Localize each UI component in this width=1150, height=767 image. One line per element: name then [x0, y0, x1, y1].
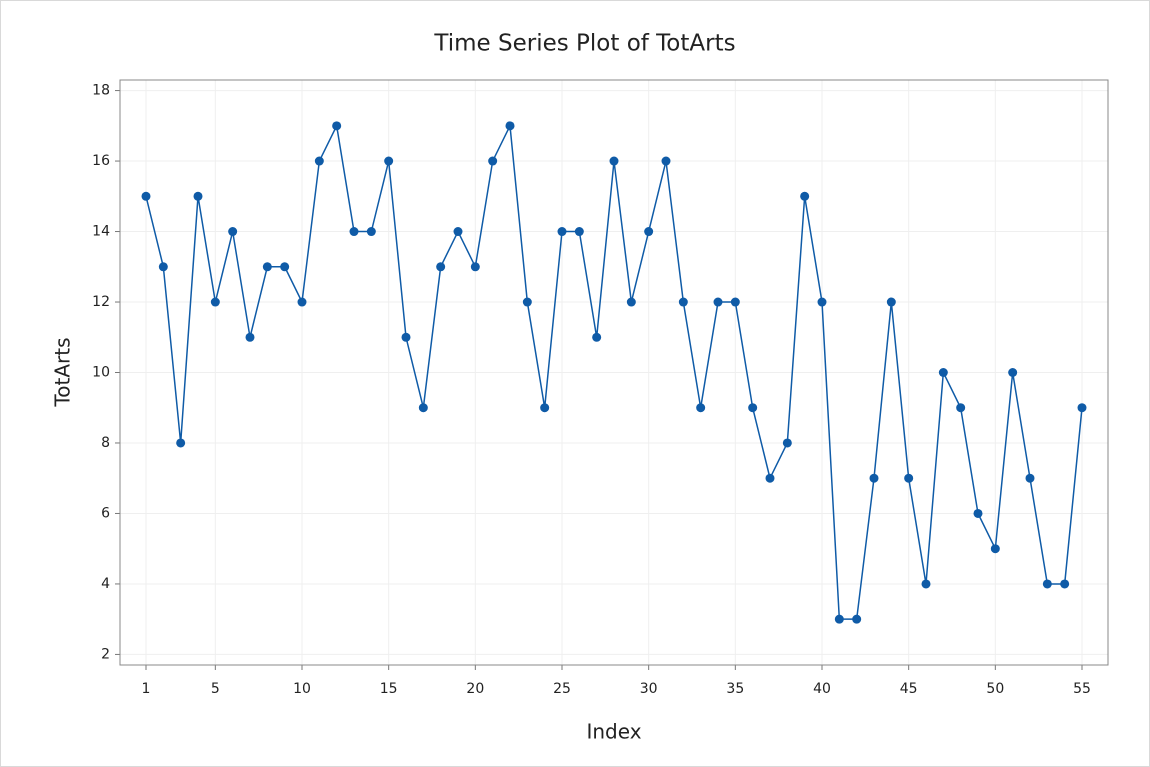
y-tick-label: 16 [92, 153, 110, 169]
y-tick-label: 14 [92, 224, 110, 240]
data-point [540, 403, 550, 413]
data-point [384, 156, 394, 166]
x-axis-label: Index [586, 720, 641, 744]
data-point [453, 227, 463, 237]
data-point [938, 368, 948, 377]
data-point [956, 403, 966, 413]
x-tick-label: 50 [986, 681, 1004, 697]
x-tick-label: 15 [380, 681, 398, 697]
data-point [713, 297, 723, 307]
data-point [626, 297, 636, 307]
x-tick-label: 25 [553, 681, 571, 697]
data-point [661, 156, 671, 166]
data-point [210, 297, 220, 307]
data-point [280, 262, 290, 272]
data-point [297, 297, 307, 307]
data-point [644, 227, 654, 237]
data-point [176, 438, 186, 448]
y-axis-label: TotArts [51, 337, 75, 407]
data-point [401, 332, 411, 342]
y-tick-label: 4 [101, 576, 110, 592]
data-point [817, 297, 827, 307]
data-point [852, 614, 862, 624]
x-tick-label: 5 [211, 681, 220, 697]
chart-title: Time Series Plot of TotArts [433, 31, 735, 57]
data-point [1060, 579, 1070, 589]
data-point [609, 156, 619, 166]
data-point [973, 508, 983, 518]
plot-border [119, 79, 1109, 666]
data-point [782, 438, 792, 448]
y-tick-label: 6 [101, 505, 110, 521]
data-point [436, 262, 446, 272]
y-tick-label: 2 [101, 646, 110, 662]
x-tick-label: 1 [142, 681, 151, 697]
y-tick-label: 8 [101, 435, 110, 451]
data-point [990, 544, 1000, 554]
data-point [332, 121, 342, 131]
data-point [557, 227, 567, 237]
data-point [696, 403, 706, 413]
data-point [678, 297, 688, 307]
data-point [245, 332, 255, 342]
y-tick-label: 18 [92, 83, 110, 99]
data-point [470, 262, 480, 272]
data-point [834, 614, 844, 624]
data-point [730, 297, 740, 307]
x-tick-label: 30 [640, 681, 658, 697]
data-point [349, 227, 359, 237]
data-point [1077, 403, 1087, 413]
data-point [418, 403, 428, 413]
data-point [522, 297, 532, 307]
data-point [765, 473, 775, 483]
x-tick-label: 45 [900, 681, 918, 697]
data-point [228, 227, 238, 237]
data-point [366, 227, 376, 237]
x-tick-label: 55 [1073, 681, 1091, 697]
data-point [314, 156, 324, 166]
data-point [904, 473, 914, 483]
x-tick-label: 40 [813, 681, 831, 697]
data-point [1025, 473, 1035, 483]
data-point [141, 191, 151, 201]
data-point [505, 121, 515, 131]
x-tick-label: 35 [726, 681, 744, 697]
data-point [748, 403, 758, 413]
data-point [193, 191, 203, 201]
data-point [158, 262, 168, 272]
data-point [1008, 368, 1018, 377]
data-point [574, 227, 584, 237]
data-point [800, 191, 810, 201]
y-tick-label: 12 [92, 294, 110, 310]
data-point [1042, 579, 1052, 589]
data-point [921, 579, 931, 589]
y-tick-label: 10 [92, 365, 110, 381]
data-point [262, 262, 272, 272]
x-tick-label: 20 [466, 681, 484, 697]
data-point [592, 332, 602, 342]
data-point [886, 297, 896, 307]
data-point [869, 473, 879, 483]
x-tick-label: 10 [293, 681, 311, 697]
data-point [488, 156, 498, 166]
